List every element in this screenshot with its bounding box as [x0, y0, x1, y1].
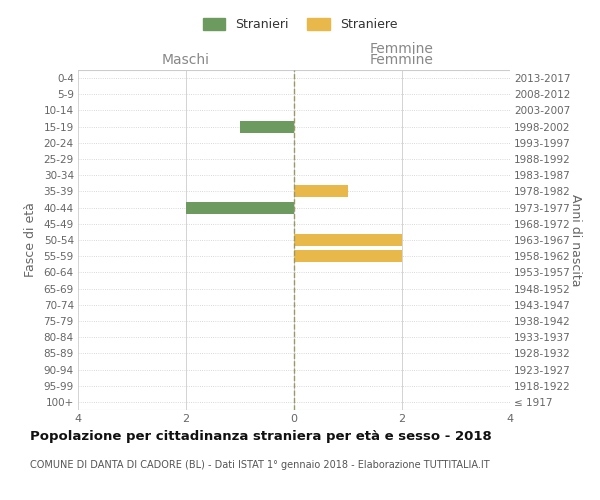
Bar [294, 186, 348, 198]
Bar [294, 250, 402, 262]
Legend: Stranieri, Straniere: Stranieri, Straniere [196, 11, 404, 38]
Text: Femmine: Femmine [370, 54, 434, 68]
Bar [240, 120, 294, 132]
Y-axis label: Anni di nascita: Anni di nascita [569, 194, 582, 286]
Text: Maschi: Maschi [162, 54, 210, 68]
Text: COMUNE DI DANTA DI CADORE (BL) - Dati ISTAT 1° gennaio 2018 - Elaborazione TUTTI: COMUNE DI DANTA DI CADORE (BL) - Dati IS… [30, 460, 490, 470]
Bar [294, 234, 402, 246]
Text: Popolazione per cittadinanza straniera per età e sesso - 2018: Popolazione per cittadinanza straniera p… [30, 430, 492, 443]
Text: Femmine: Femmine [370, 42, 434, 56]
Y-axis label: Fasce di età: Fasce di età [23, 202, 37, 278]
Bar [186, 202, 294, 213]
